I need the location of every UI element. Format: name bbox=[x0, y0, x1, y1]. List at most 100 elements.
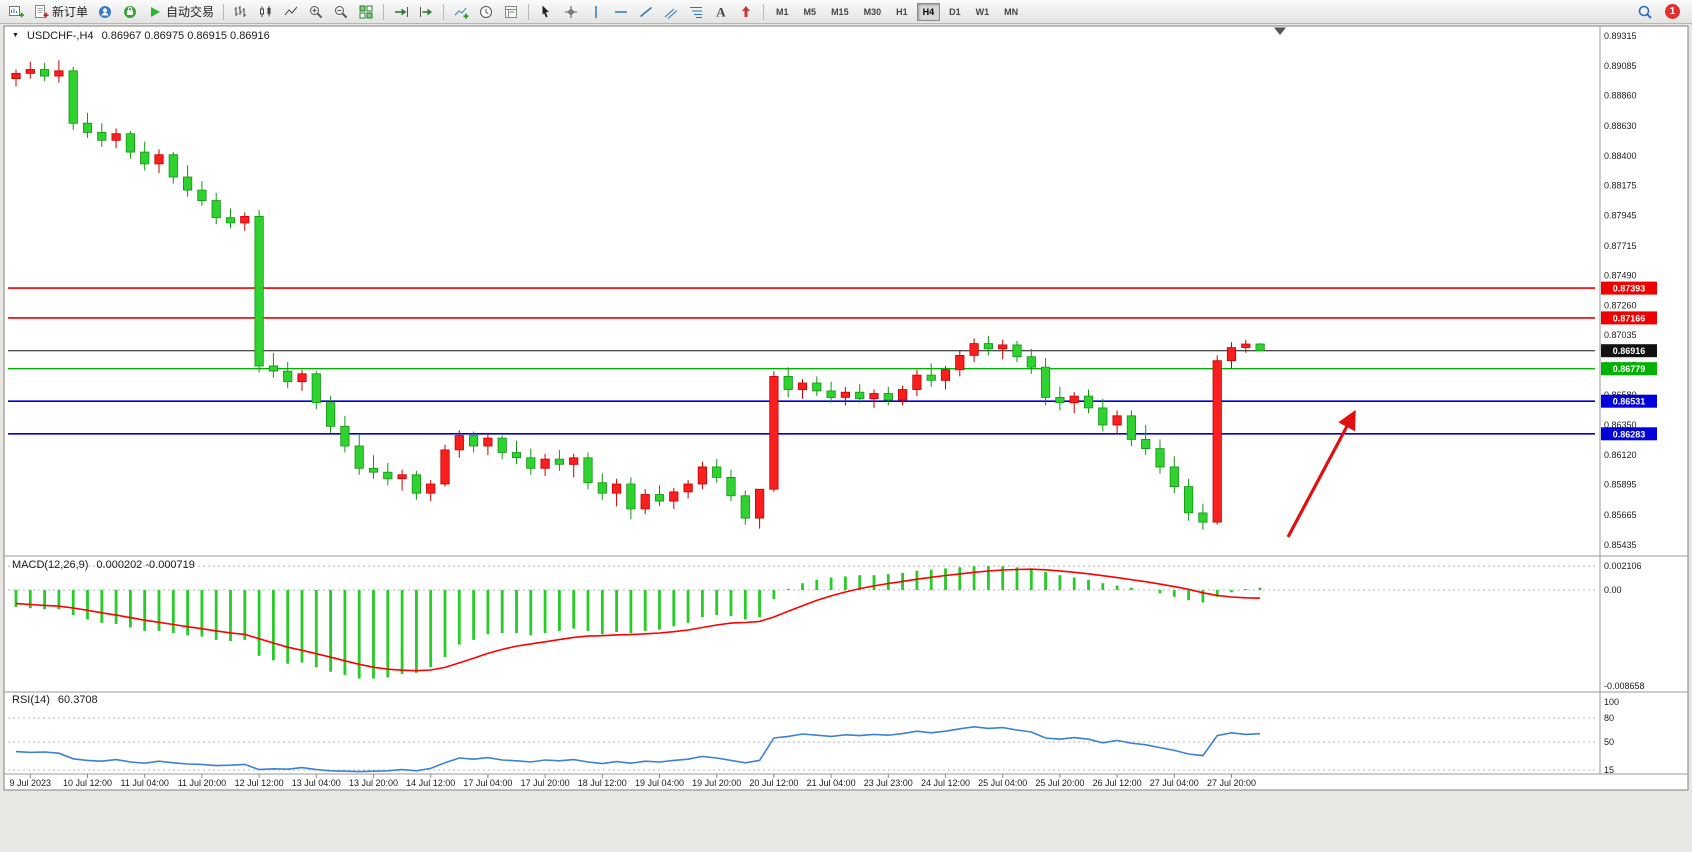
y-axis-label: 0.87260 bbox=[1604, 301, 1637, 311]
candle-body bbox=[726, 476, 736, 497]
candle-body bbox=[597, 482, 607, 494]
zoom-in-button[interactable] bbox=[304, 1, 328, 23]
new-chart-button[interactable] bbox=[4, 1, 28, 23]
rsi-scale-label: 15 bbox=[1604, 765, 1614, 775]
svg-text:A: A bbox=[716, 4, 726, 19]
chart-background[interactable] bbox=[3, 25, 1689, 791]
price-level-tag bbox=[1601, 311, 1657, 325]
search-button[interactable] bbox=[1633, 1, 1657, 23]
vertical-line-button[interactable] bbox=[584, 1, 608, 23]
candle-body bbox=[197, 189, 207, 202]
y-axis-label: 0.87945 bbox=[1604, 211, 1637, 221]
y-axis-label: 0.88630 bbox=[1604, 121, 1637, 131]
templates-button[interactable] bbox=[499, 1, 523, 23]
templates-icon bbox=[505, 5, 518, 18]
macd-scale-label: 0.002106 bbox=[1604, 561, 1642, 571]
x-axis-label: 27 Jul 04:00 bbox=[1150, 778, 1199, 788]
profile-button[interactable] bbox=[93, 1, 117, 23]
y-axis-label: 0.88400 bbox=[1604, 151, 1637, 161]
experts-icon bbox=[124, 5, 137, 18]
new-order-button[interactable]: 新订单 bbox=[29, 1, 92, 23]
tile-windows-button[interactable] bbox=[354, 1, 378, 23]
timeframe-m1[interactable]: M1 bbox=[776, 6, 789, 17]
line-chart-icon bbox=[284, 6, 298, 15]
price-tag-label: 0.87393 bbox=[1613, 284, 1646, 294]
timeframe-m5[interactable]: M5 bbox=[803, 6, 817, 17]
macd-scale-label: -0.008658 bbox=[1604, 681, 1645, 691]
candle-body bbox=[354, 445, 364, 469]
indicators-button[interactable] bbox=[449, 1, 473, 23]
candle-body bbox=[769, 375, 779, 490]
timeframe-m30[interactable]: M30 bbox=[863, 6, 882, 17]
zoom-out-button[interactable] bbox=[329, 1, 353, 23]
candle-body bbox=[898, 389, 908, 401]
macd-indicator bbox=[8, 565, 1595, 679]
timeframe-d1[interactable]: D1 bbox=[949, 6, 961, 17]
chart-shift-marker[interactable] bbox=[1274, 27, 1286, 36]
chart-axes[interactable]: 0.89315 0.89085 0.88860 0.88630 0.88400 0.881… bbox=[10, 31, 1657, 788]
one-click-arrow-icon[interactable]: ▼ bbox=[12, 32, 19, 39]
candle-body bbox=[1098, 407, 1108, 426]
candle-body bbox=[297, 373, 307, 383]
toolbar-right: 1 bbox=[1633, 1, 1688, 23]
candle-body bbox=[1184, 486, 1194, 514]
y-axis-label: 0.86350 bbox=[1604, 420, 1637, 430]
text-icon: A bbox=[716, 4, 726, 19]
timeframe-mn[interactable]: MN bbox=[1004, 6, 1019, 17]
periods-button[interactable] bbox=[474, 1, 498, 23]
candle-body bbox=[454, 435, 464, 451]
bar-chart-button[interactable] bbox=[229, 1, 253, 23]
x-axis-label: 18 Jul 12:00 bbox=[578, 778, 627, 788]
indicators-icon bbox=[454, 7, 469, 19]
rsi-value: 60.3708 bbox=[57, 694, 98, 706]
text-button[interactable]: A bbox=[709, 1, 733, 23]
x-axis-label: 21 Jul 04:00 bbox=[807, 778, 856, 788]
chart-shift-button[interactable] bbox=[414, 1, 438, 23]
candle-body bbox=[1069, 395, 1079, 404]
x-axis-label: 26 Jul 12:00 bbox=[1093, 778, 1142, 788]
rsi-indicator bbox=[8, 717, 1595, 773]
timeframe-h1[interactable]: H1 bbox=[896, 6, 908, 17]
candle-body bbox=[554, 458, 565, 465]
autotrading-button-label: 自动交易 bbox=[166, 5, 215, 19]
chart-annotations[interactable] bbox=[1286, 409, 1356, 538]
trend-arrow[interactable] bbox=[1286, 409, 1356, 538]
horizontal-line-button[interactable] bbox=[609, 1, 633, 23]
candle-body bbox=[168, 154, 178, 178]
candle-body bbox=[325, 402, 336, 427]
candle-body bbox=[125, 133, 135, 153]
candle-body bbox=[426, 483, 436, 494]
candle-chart-button[interactable] bbox=[254, 1, 278, 23]
fibonacci-button[interactable] bbox=[684, 1, 708, 23]
price-tag-label: 0.86531 bbox=[1613, 397, 1646, 407]
timeframe-h4[interactable]: H4 bbox=[916, 2, 941, 21]
candle-body bbox=[1041, 366, 1051, 398]
notification-badge[interactable]: 1 bbox=[1665, 4, 1680, 19]
current-price-tag bbox=[1601, 344, 1657, 358]
auto-scroll-button[interactable] bbox=[389, 1, 413, 23]
price-levels[interactable] bbox=[8, 287, 1595, 435]
arrows-button[interactable] bbox=[734, 1, 758, 23]
x-axis-label: 23 Jul 23:00 bbox=[864, 778, 913, 788]
trendline-button[interactable] bbox=[634, 1, 658, 23]
candle-body bbox=[1141, 438, 1151, 449]
candle-body bbox=[1198, 512, 1208, 523]
timeframe-m15[interactable]: M15 bbox=[831, 6, 849, 17]
macd-scale-label: 0.00 bbox=[1604, 585, 1622, 595]
new-order-button-label: 新订单 bbox=[52, 5, 89, 19]
candle-body bbox=[397, 474, 407, 480]
candle-body bbox=[1169, 466, 1179, 487]
candle-body bbox=[740, 495, 750, 519]
line-chart-button[interactable] bbox=[279, 1, 303, 23]
x-axis-label: 10 Jul 12:00 bbox=[63, 778, 112, 788]
crosshair-button[interactable] bbox=[559, 1, 583, 23]
autotrading-button[interactable]: 自动交易 bbox=[143, 1, 218, 23]
price-tag-label: 0.86779 bbox=[1613, 364, 1646, 374]
community-button[interactable] bbox=[118, 1, 142, 23]
timeframe-w1[interactable]: W1 bbox=[975, 6, 990, 17]
x-axis-label: 9 Jul 2023 bbox=[10, 778, 52, 788]
candle-body bbox=[669, 491, 679, 502]
channel-button[interactable] bbox=[659, 1, 683, 23]
cursor-button[interactable] bbox=[534, 1, 558, 23]
